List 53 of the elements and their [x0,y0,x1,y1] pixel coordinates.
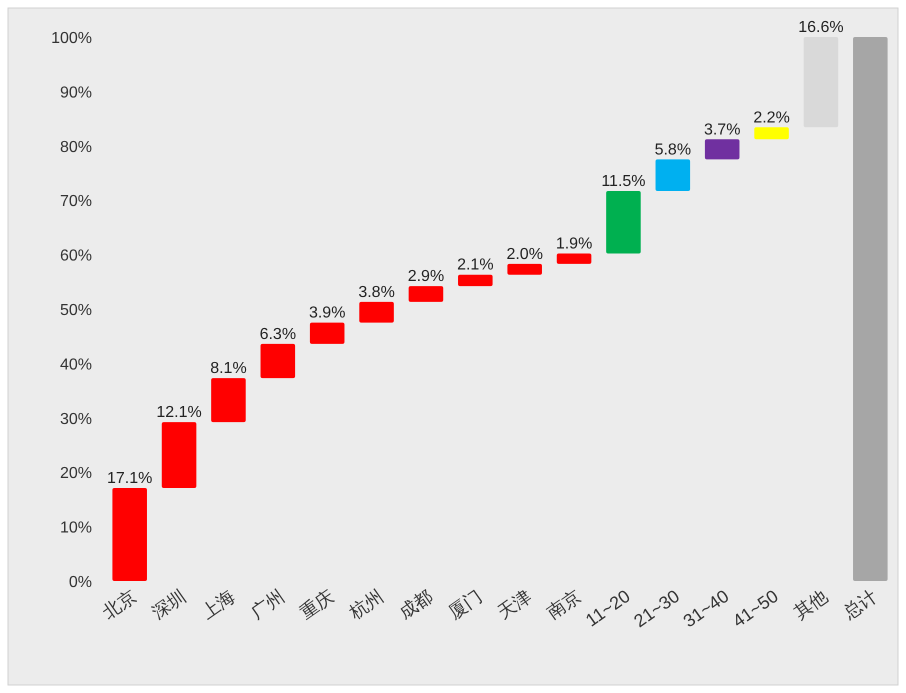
y-tick-label: 20% [60,465,92,482]
x-tick-label: 天津 [494,586,535,623]
bar [754,127,789,140]
data-label: 3.9% [308,304,346,322]
bar [656,159,690,191]
y-tick-label: 60% [60,248,92,265]
data-label: 12.1% [156,404,202,422]
data-label: 2.1% [457,256,494,274]
x-tick-label: 北京 [99,586,140,623]
x-tick-label: 杭州 [345,586,387,624]
x-tick-label: 成都 [395,586,436,623]
bar [112,488,147,581]
x-tick-label: 南京 [543,586,584,623]
x-tick-label: 广州 [247,586,288,623]
data-label: 16.6% [798,19,844,36]
y-tick-label: 90% [60,84,92,102]
y-tick-label: 40% [60,356,92,374]
bar [162,422,196,488]
y-tick-label: 0% [68,574,92,591]
y-tick-label: 10% [60,520,92,537]
bar [310,322,344,344]
data-label: 6.3% [260,326,296,343]
y-tick-label: 100% [51,30,92,47]
bar [458,274,493,286]
bar [507,264,542,275]
data-label: 2.2% [753,109,790,126]
y-tick-label: 70% [60,193,92,210]
data-label: 3.8% [358,284,395,301]
bar [260,344,296,378]
data-label: 11.5% [601,172,646,190]
bar [211,378,246,422]
bar [359,302,394,323]
bar [853,37,888,581]
data-label: 2.9% [408,268,444,286]
data-label: 1.9% [556,236,592,253]
x-tick-label: 重庆 [296,586,338,623]
y-tick-label: 80% [60,138,92,156]
data-label: 2.0% [506,246,543,263]
data-label: 8.1% [210,360,247,378]
bar [408,286,444,302]
data-label: 17.1% [107,470,152,487]
x-tick-label: 厦门 [444,586,486,623]
y-tick-label: 50% [60,302,92,319]
bar [704,139,740,160]
x-tick-label: 深圳 [148,586,190,623]
bar [606,190,641,254]
y-tick-label: 30% [60,410,92,428]
x-tick-label: 上海 [198,586,239,623]
bar [556,254,592,264]
x-tick-label: 其他 [790,586,832,623]
data-label: 5.8% [654,141,692,158]
x-tick-label: 总计 [838,586,881,624]
data-label: 3.7% [704,121,740,138]
